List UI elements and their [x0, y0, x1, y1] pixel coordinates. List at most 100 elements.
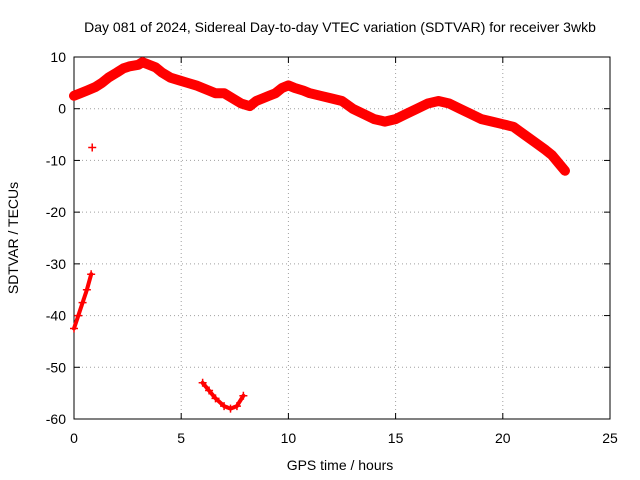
data-point	[455, 104, 464, 113]
data-point	[277, 84, 286, 93]
data-point	[445, 99, 454, 108]
data-point	[498, 120, 507, 129]
data-point	[70, 324, 78, 333]
series-isolated-point	[88, 143, 97, 152]
chart-title: Day 081 of 2024, Sidereal Day-to-day VTE…	[84, 19, 596, 35]
x-tick-label: 10	[281, 430, 297, 446]
data-point	[205, 86, 214, 95]
data-point	[359, 109, 368, 118]
data-point	[348, 104, 357, 113]
data-point	[554, 159, 563, 168]
y-tick-label: 10	[50, 49, 66, 65]
data-point	[134, 60, 143, 69]
plot-frame	[73, 56, 611, 420]
y-tick-label: -50	[46, 359, 66, 375]
y-tick-label: -20	[46, 204, 66, 220]
data-point	[413, 104, 422, 113]
data-point	[252, 96, 261, 105]
data-point	[258, 94, 267, 103]
data-point	[192, 81, 201, 90]
y-tick-label: -40	[46, 308, 66, 324]
data-point	[226, 404, 235, 413]
data-point	[245, 102, 254, 111]
data-point	[220, 89, 229, 98]
data-point	[290, 84, 299, 93]
tick-layer: 0 5 10 15 20 25 10 0 -10 -20 -30 -40 -50 -60	[46, 49, 618, 446]
data-point	[548, 151, 557, 160]
data-point	[402, 109, 411, 118]
data-point	[477, 115, 486, 124]
data-point	[151, 63, 160, 72]
series-low-arc	[198, 378, 248, 413]
data-point	[237, 99, 246, 108]
data-point	[97, 78, 106, 87]
data-point	[220, 402, 229, 411]
data-point	[205, 386, 214, 395]
data-point	[198, 378, 207, 387]
data-point	[82, 86, 91, 95]
data-point	[520, 130, 529, 139]
data-point	[175, 76, 184, 85]
data-point	[466, 109, 475, 118]
data-point	[157, 68, 166, 77]
data-point	[87, 270, 96, 279]
y-tick-label: 0	[58, 101, 66, 117]
data-point	[198, 84, 207, 93]
series-early-descending-arc	[70, 270, 96, 333]
data-point	[82, 285, 91, 294]
data-point	[112, 68, 121, 77]
data-point	[104, 73, 113, 82]
x-tick-label: 0	[70, 430, 78, 446]
data-point	[327, 94, 336, 103]
data-point	[183, 78, 192, 87]
y-tick-label: -10	[46, 152, 66, 168]
data-point	[560, 166, 569, 175]
data-point	[271, 89, 280, 98]
data-point	[76, 89, 85, 98]
x-tick-label: 25	[602, 430, 618, 446]
data-point	[391, 115, 400, 124]
data-point	[145, 60, 154, 69]
x-tick-label: 15	[388, 430, 404, 446]
y-tick-label: -30	[46, 256, 66, 272]
data-point	[88, 143, 97, 152]
series-line	[69, 57, 570, 176]
data-point	[509, 122, 518, 131]
data-point	[370, 115, 379, 124]
data-point	[211, 89, 220, 98]
data-point	[211, 394, 220, 403]
data-point	[239, 391, 248, 400]
data-point	[74, 311, 83, 320]
data-point	[91, 82, 100, 91]
data-point	[316, 91, 325, 100]
data-point	[338, 96, 346, 105]
data-point	[119, 64, 128, 73]
data-point	[232, 402, 241, 411]
y-axis-label: SDTVAR / TECUs	[5, 182, 21, 294]
data-point	[380, 117, 389, 126]
data-point	[166, 73, 175, 82]
x-tick-label: 5	[177, 430, 185, 446]
data-point	[265, 91, 274, 100]
data-point	[299, 86, 308, 95]
grid-layer	[74, 57, 610, 419]
data-layer	[69, 57, 570, 413]
series-main-trace	[69, 57, 570, 176]
data-point	[434, 96, 443, 105]
data-point	[305, 89, 314, 98]
data-point	[70, 91, 78, 100]
x-tick-label: 20	[495, 430, 511, 446]
data-point	[125, 62, 134, 71]
data-point	[284, 81, 293, 90]
data-point	[423, 99, 432, 108]
data-point	[228, 94, 237, 103]
y-tick-label: -60	[46, 411, 66, 427]
data-point	[530, 138, 539, 147]
data-point	[488, 117, 497, 126]
x-axis-label: GPS time / hours	[287, 457, 394, 473]
data-point	[541, 146, 550, 155]
data-point	[138, 58, 147, 67]
data-point	[78, 298, 87, 307]
